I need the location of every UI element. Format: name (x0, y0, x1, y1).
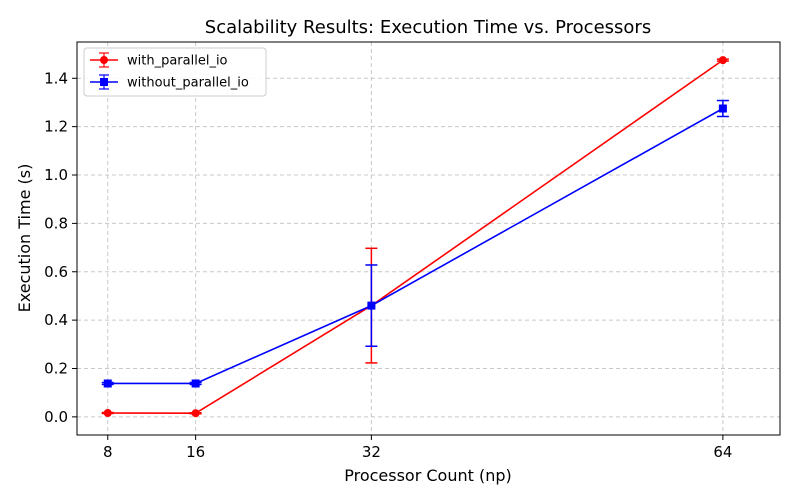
legend: with_parallel_io without_parallel_io (83, 47, 267, 97)
y-tick-label: 0.8 (44, 214, 68, 232)
legend-label: without_parallel_io (127, 76, 249, 91)
y-tick-label: 0.6 (44, 263, 68, 281)
y-tick-label: 1.2 (44, 118, 68, 136)
legend-marker (100, 56, 108, 64)
x-tick-label: 32 (362, 443, 381, 461)
y-tick-label: 0.2 (44, 359, 68, 377)
x-tick-label: 8 (103, 443, 113, 461)
series-without-parallel-io (101, 99, 729, 388)
ticks: 8 16 32 64 0.0 0.2 0.4 0.6 0.8 1.0 1.2 1.4 (44, 69, 732, 461)
legend-marker (100, 78, 108, 86)
x-tick-label: 64 (713, 443, 732, 461)
data-point (367, 301, 376, 310)
data-point (191, 379, 200, 388)
y-tick-label: 0.4 (44, 311, 68, 329)
legend-item: with_parallel_io (90, 52, 228, 69)
y-axis-label: Execution Time (s) (15, 164, 34, 313)
series-line (107, 107, 724, 385)
x-axis-label: Processor Count (np) (344, 466, 512, 485)
data-point (718, 104, 727, 113)
chart-title: Scalability Results: Execution Time vs. … (205, 17, 651, 38)
data-point (718, 56, 727, 65)
data-point (103, 408, 112, 417)
data-point (191, 409, 200, 418)
data-point (103, 379, 112, 388)
y-tick-label: 1.4 (44, 69, 68, 87)
plot-frame (76, 41, 781, 436)
legend-item: without_parallel_io (90, 74, 249, 91)
legend-frame (83, 47, 267, 97)
x-tick-label: 16 (186, 443, 205, 461)
series-line (107, 59, 724, 415)
series-layer (101, 56, 729, 418)
y-tick-label: 0.0 (44, 408, 68, 426)
y-tick-label: 1.0 (44, 166, 68, 184)
legend-label: with_parallel_io (127, 54, 228, 69)
